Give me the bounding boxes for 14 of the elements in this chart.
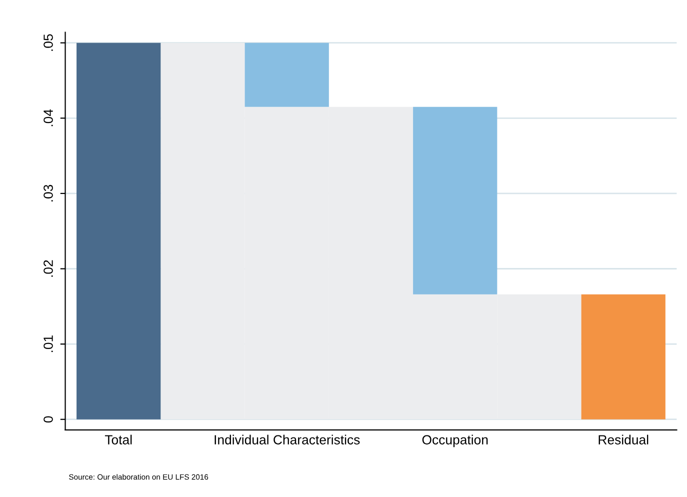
y-tick-label: .02	[44, 260, 53, 277]
x-tick-label: Individual Characteristics	[214, 434, 360, 444]
bar	[244, 42, 329, 107]
y-tick-label: .01	[44, 336, 53, 352]
y-tick-label: .03	[44, 184, 53, 202]
x-tick-label: Total	[104, 434, 132, 444]
x-tick-label: Residual	[598, 434, 648, 444]
y-tick-label: .05	[44, 34, 53, 51]
x-tick-label: Occupation	[422, 434, 488, 448]
bar	[413, 106, 498, 294]
bar	[76, 42, 161, 420]
y-tick-label: 0	[44, 416, 53, 423]
y-tick-label: .04	[44, 109, 53, 126]
bar	[581, 294, 666, 420]
